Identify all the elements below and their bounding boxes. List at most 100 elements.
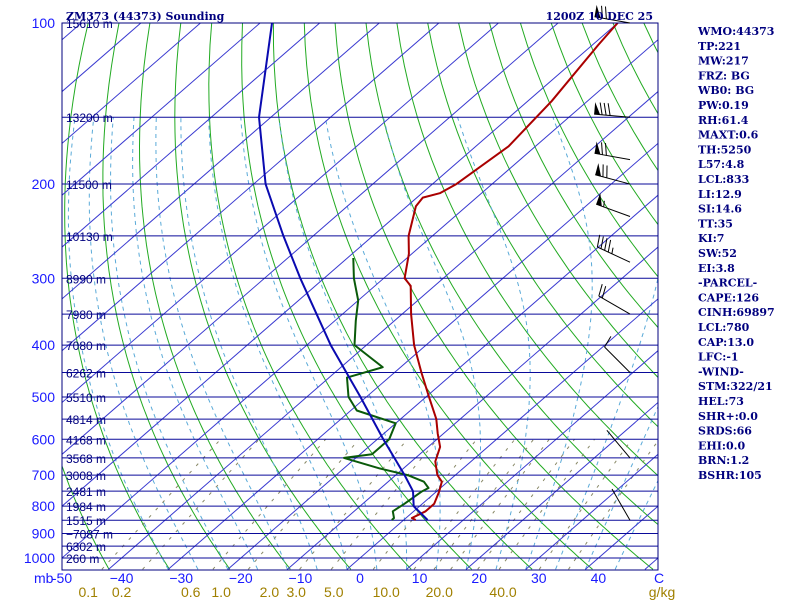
wind-barb-flag	[603, 102, 607, 116]
sounding-index: CAP:13.0	[698, 336, 754, 349]
isotherm-line	[346, 298, 658, 570]
dry-adiabat-line	[458, 23, 658, 379]
mixing-ratio-label: 40.0	[489, 584, 516, 600]
sounding-index: BSHR:105	[698, 469, 762, 482]
height-label: −7087 m	[66, 528, 113, 542]
isotherm-line	[167, 142, 658, 570]
wind-barb-flag	[601, 142, 603, 155]
dry-adiabat-line	[581, 23, 658, 172]
mixing-ratio-label: 2.0	[260, 584, 280, 600]
wind-barb-staff	[597, 246, 631, 263]
moist-adiabat-line	[324, 117, 441, 570]
sounding-index: TH:5250	[698, 143, 752, 156]
wind-barb	[595, 163, 631, 185]
height-label: 10130 m	[66, 230, 113, 244]
sounding-index: WB0: BG	[697, 84, 754, 97]
mixing-ratio-line	[372, 438, 478, 570]
pressure-unit-label: mb	[34, 570, 54, 586]
mixing-ratio-label: 10.0	[373, 584, 400, 600]
chart-title: ZM373 (44373) Sounding	[66, 10, 225, 23]
mixing-ratio-line	[568, 440, 658, 570]
height-label: 15610 m	[66, 17, 113, 31]
wind-barb-half-flag	[603, 200, 605, 207]
temperature-tick-label: -50	[52, 570, 72, 586]
wind-barb	[604, 336, 631, 373]
dry-adiabat-line	[519, 23, 658, 278]
sounding-index: WMO:44373	[697, 25, 774, 38]
wind-barb-staff	[606, 430, 631, 459]
mixing-ratio-label: 1.0	[211, 584, 231, 600]
wind-barb	[598, 284, 631, 315]
wind-barb-staff	[594, 152, 631, 161]
dry-adiabat-line	[767, 23, 800, 569]
mixing-ratio-line	[101, 438, 221, 570]
height-label: 260 m	[66, 552, 99, 566]
isotherm-line	[585, 505, 658, 570]
mixing-ratio-label: 5.0	[324, 584, 344, 600]
mixing-ratio-label: 20.0	[426, 584, 453, 600]
sounding-index: KI:7	[698, 232, 724, 245]
wind-barb-flag	[601, 286, 607, 299]
moist-adiabat-line	[457, 117, 531, 570]
wind-barbs	[594, 4, 631, 521]
isotherm-line	[62, 23, 619, 507]
dry-adiabat-line	[208, 23, 412, 570]
sounding-index: MW:217	[698, 55, 749, 68]
temperature-tick-label: −10	[289, 570, 313, 586]
wind-barb-pennant	[594, 4, 601, 18]
wind-barb-staff	[594, 16, 631, 24]
wind-barb-flag	[604, 238, 608, 251]
dry-adiabat-line	[138, 23, 291, 570]
isotherm-line	[62, 23, 500, 404]
pressure-tick-label: 100	[32, 15, 56, 31]
wind-barb-flag	[596, 234, 601, 248]
wind-barb-flag	[600, 236, 604, 249]
sounding-index: LCL:780	[698, 321, 750, 334]
height-label: 7080 m	[66, 339, 106, 353]
dry-adiabat-line	[365, 23, 658, 526]
sounding-index: L57:4.8	[698, 158, 745, 171]
dry-adiabat-line	[102, 23, 231, 570]
wind-barb-pennant	[594, 141, 601, 155]
wind-barb-flag	[601, 5, 603, 19]
height-label: 1984 m	[66, 500, 106, 514]
plot-frame	[61, 22, 659, 571]
sounding-index: HEL:73	[698, 395, 744, 408]
height-label: 13200 m	[66, 111, 113, 125]
isotherm-line	[62, 23, 321, 248]
parcel-trace	[258, 23, 429, 521]
height-label: 3008 m	[66, 469, 106, 483]
mixing-ratio-line	[142, 438, 260, 570]
chart-time: 1200Z 10 DEC 25	[546, 10, 653, 23]
wind-barb-pennant	[594, 102, 601, 115]
moist-adiabat-line	[155, 117, 288, 570]
isotherm-line	[406, 350, 658, 570]
mixing-ratio-line	[433, 438, 534, 570]
wind-barb	[606, 430, 631, 459]
sounding-index: -WIND-	[698, 365, 744, 378]
pressure-tick-label: 200	[32, 176, 56, 192]
sounding-index: EI:3.8	[698, 262, 735, 275]
height-label: 7980 m	[66, 308, 106, 322]
wind-barb	[611, 488, 631, 521]
mixing-ratio-line	[299, 438, 408, 570]
wind-barb-staff	[611, 488, 631, 521]
mixing-ratio-line	[450, 439, 550, 570]
sounding-index: EHI:0.0	[698, 439, 745, 452]
isotherm-line	[62, 23, 202, 145]
wind-barb-flag	[607, 239, 612, 253]
wind-barb-pennant	[596, 192, 602, 207]
sounding-index: SRDS:66	[698, 425, 752, 438]
height-label: 8990 m	[66, 272, 106, 286]
sounding-index: SW:52	[698, 247, 737, 260]
sounding-index: TP:221	[698, 40, 741, 53]
dry-adiabat-line	[62, 464, 110, 570]
mixing-ratio-label: 0.6	[181, 584, 201, 600]
pressure-tick-label: 1000	[24, 550, 55, 566]
sounding-index: BRN:1.2	[698, 454, 749, 467]
temperature-tick-label: −30	[169, 570, 193, 586]
mixing-ratio-label: 0.1	[78, 584, 98, 600]
sounding-index: RH:61.4	[698, 114, 749, 127]
